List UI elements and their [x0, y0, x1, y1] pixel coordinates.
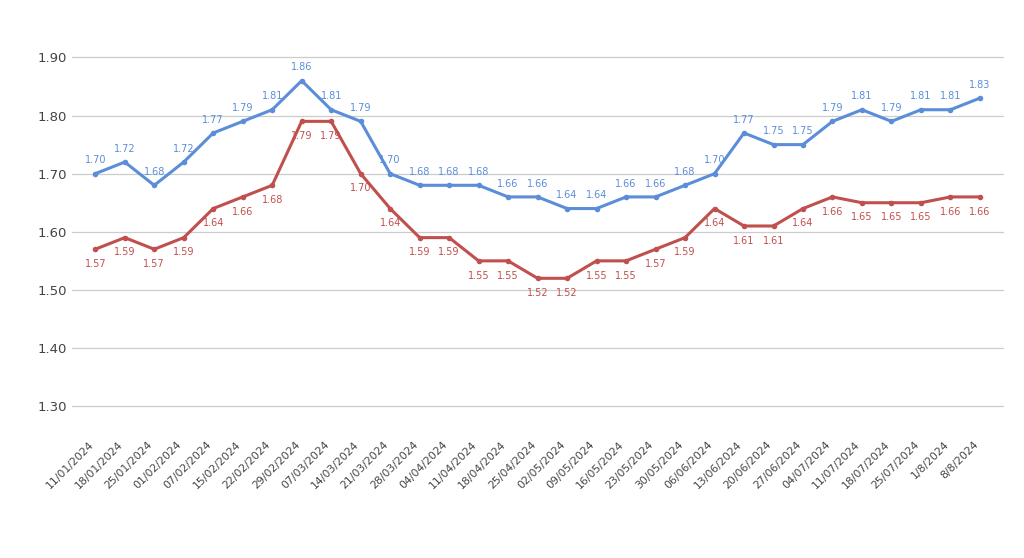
Text: 1.66: 1.66 — [232, 206, 253, 217]
Text: 1.65: 1.65 — [851, 213, 872, 223]
Text: 1.70: 1.70 — [703, 155, 725, 165]
Text: 1.72: 1.72 — [114, 144, 135, 153]
Text: 1.66: 1.66 — [822, 206, 843, 217]
Text: 1.81: 1.81 — [940, 92, 962, 102]
Text: 1.59: 1.59 — [409, 247, 430, 257]
Text: 1.68: 1.68 — [675, 167, 695, 177]
Text: 1.70: 1.70 — [350, 184, 372, 194]
Text: 1.55: 1.55 — [498, 271, 519, 281]
Text: 1.70: 1.70 — [380, 155, 401, 165]
Text: 1.72: 1.72 — [173, 144, 195, 153]
Text: 1.66: 1.66 — [498, 179, 519, 189]
Text: 1.66: 1.66 — [940, 206, 962, 217]
Text: 1.86: 1.86 — [291, 62, 312, 73]
Text: 1.55: 1.55 — [615, 271, 637, 281]
Text: 1.55: 1.55 — [468, 271, 489, 281]
Text: 1.61: 1.61 — [763, 235, 784, 246]
Text: 1.79: 1.79 — [232, 103, 254, 113]
Text: 1.68: 1.68 — [261, 195, 283, 205]
Text: 1.79: 1.79 — [321, 131, 342, 141]
Text: 1.79: 1.79 — [291, 131, 312, 141]
Text: 1.79: 1.79 — [821, 103, 843, 113]
Text: 1.77: 1.77 — [733, 114, 755, 124]
Text: 1.66: 1.66 — [527, 179, 548, 189]
Text: 1.83: 1.83 — [970, 80, 990, 90]
Text: 1.79: 1.79 — [881, 103, 902, 113]
Text: 1.64: 1.64 — [586, 190, 607, 200]
Text: 1.64: 1.64 — [703, 218, 725, 228]
Text: 1.81: 1.81 — [261, 92, 283, 102]
Text: 1.66: 1.66 — [970, 206, 990, 217]
Text: 1.57: 1.57 — [645, 259, 667, 269]
Text: 1.64: 1.64 — [556, 190, 578, 200]
Text: 1.64: 1.64 — [380, 218, 400, 228]
Text: 1.81: 1.81 — [910, 92, 932, 102]
Text: 1.59: 1.59 — [674, 247, 695, 257]
Text: 1.79: 1.79 — [350, 103, 372, 113]
Text: 1.59: 1.59 — [173, 247, 195, 257]
Text: 1.66: 1.66 — [645, 179, 667, 189]
Text: 1.77: 1.77 — [203, 114, 224, 124]
Text: 1.75: 1.75 — [763, 126, 784, 136]
Text: 1.59: 1.59 — [438, 247, 460, 257]
Text: 1.65: 1.65 — [881, 213, 902, 223]
Text: 1.64: 1.64 — [203, 218, 224, 228]
Text: 1.68: 1.68 — [409, 167, 430, 177]
Text: 1.57: 1.57 — [84, 259, 106, 269]
Text: 1.75: 1.75 — [793, 126, 814, 136]
Text: 1.70: 1.70 — [85, 155, 106, 165]
Text: 1.66: 1.66 — [615, 179, 637, 189]
Text: 1.68: 1.68 — [468, 167, 489, 177]
Text: 1.68: 1.68 — [143, 167, 165, 177]
Text: 1.52: 1.52 — [556, 288, 578, 298]
Text: 1.59: 1.59 — [114, 247, 135, 257]
Text: 1.61: 1.61 — [733, 235, 755, 246]
Text: 1.64: 1.64 — [793, 218, 814, 228]
Text: 1.81: 1.81 — [321, 92, 342, 102]
Text: 1.81: 1.81 — [851, 92, 872, 102]
Text: 1.68: 1.68 — [438, 167, 460, 177]
Text: 1.55: 1.55 — [586, 271, 607, 281]
Text: 1.52: 1.52 — [526, 288, 549, 298]
Text: 1.65: 1.65 — [910, 213, 932, 223]
Text: 1.57: 1.57 — [143, 259, 165, 269]
